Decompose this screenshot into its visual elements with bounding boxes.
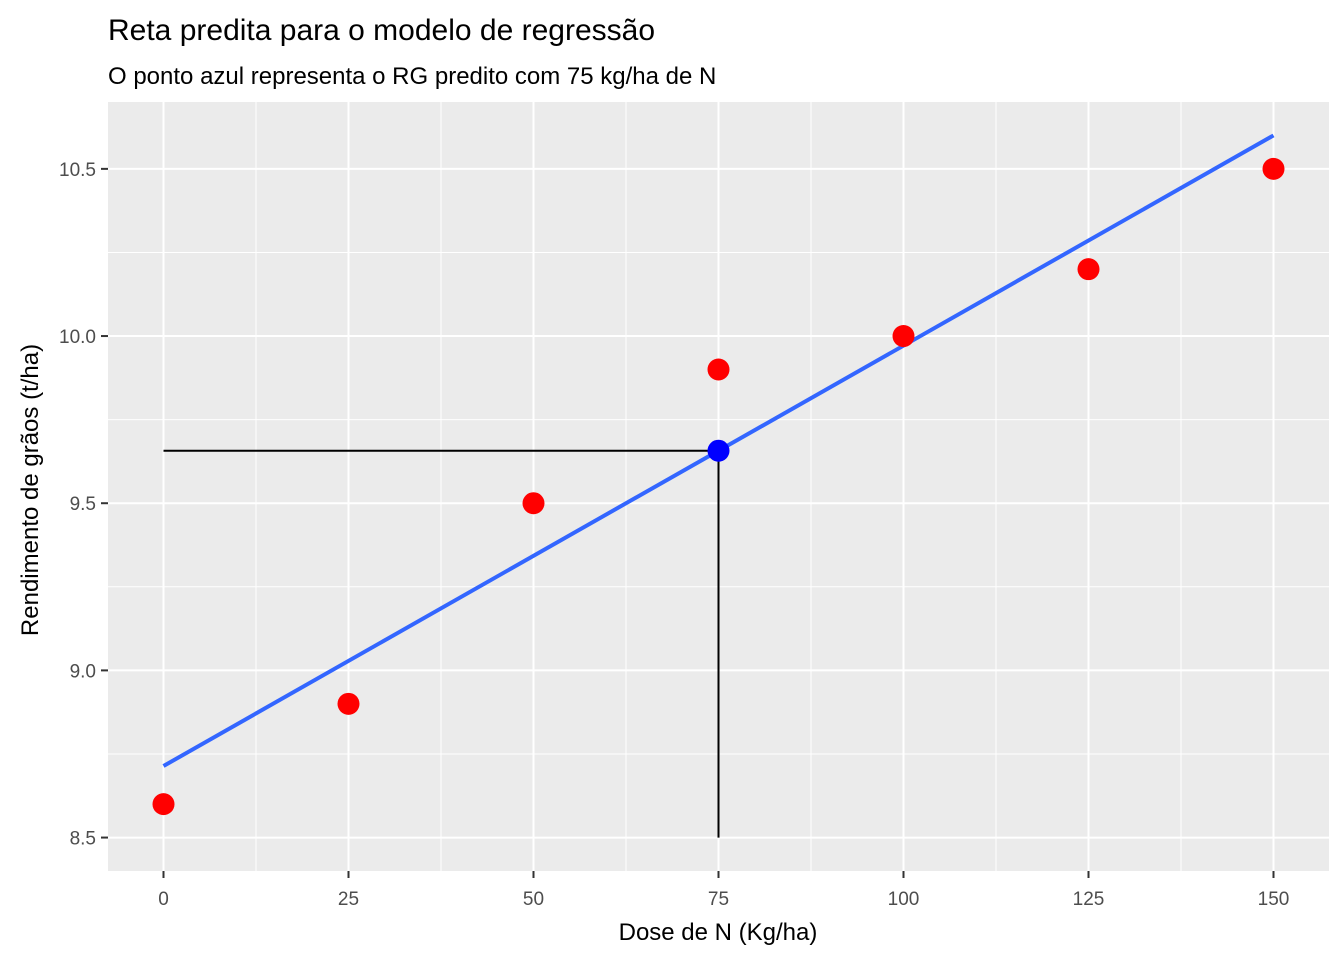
- x-tick-label: 50: [523, 889, 544, 910]
- reference-lines: [163, 449, 720, 838]
- chart-title: Reta predita para o modelo de regressão: [108, 14, 655, 47]
- x-tick-label: 150: [1258, 889, 1290, 910]
- observed-point: [1077, 258, 1100, 281]
- observed-point: [707, 358, 730, 381]
- y-axis: 8.5 9.0 9.5 10.0 10.5: [59, 160, 108, 850]
- x-tick-label: 125: [1073, 889, 1105, 910]
- y-tick-label: 10.5: [59, 160, 96, 181]
- y-tick-label: 9.0: [70, 661, 96, 682]
- observed-point: [337, 692, 360, 715]
- y-tick-label: 8.5: [70, 829, 96, 850]
- x-axis-title: Dose de N (Kg/ha): [619, 919, 818, 946]
- predicted-point: [707, 439, 730, 462]
- y-tick-label: 10.0: [59, 327, 96, 348]
- observed-point: [892, 325, 915, 348]
- data-series: [152, 133, 1285, 816]
- y-tick-label: 9.5: [70, 494, 96, 515]
- x-tick-label: 75: [708, 889, 729, 910]
- x-tick-label: 0: [158, 889, 169, 910]
- chart-subtitle: O ponto azul representa o RG predito com…: [108, 63, 716, 90]
- x-tick-label: 100: [888, 889, 920, 910]
- y-axis-title: Rendimento de grãos (t/ha): [17, 344, 44, 636]
- observed-point: [1262, 157, 1285, 180]
- observed-point: [522, 492, 545, 515]
- x-axis: 0 25 50 75 100 125 150: [158, 871, 1289, 910]
- observed-point: [152, 793, 175, 816]
- x-tick-label: 25: [338, 889, 359, 910]
